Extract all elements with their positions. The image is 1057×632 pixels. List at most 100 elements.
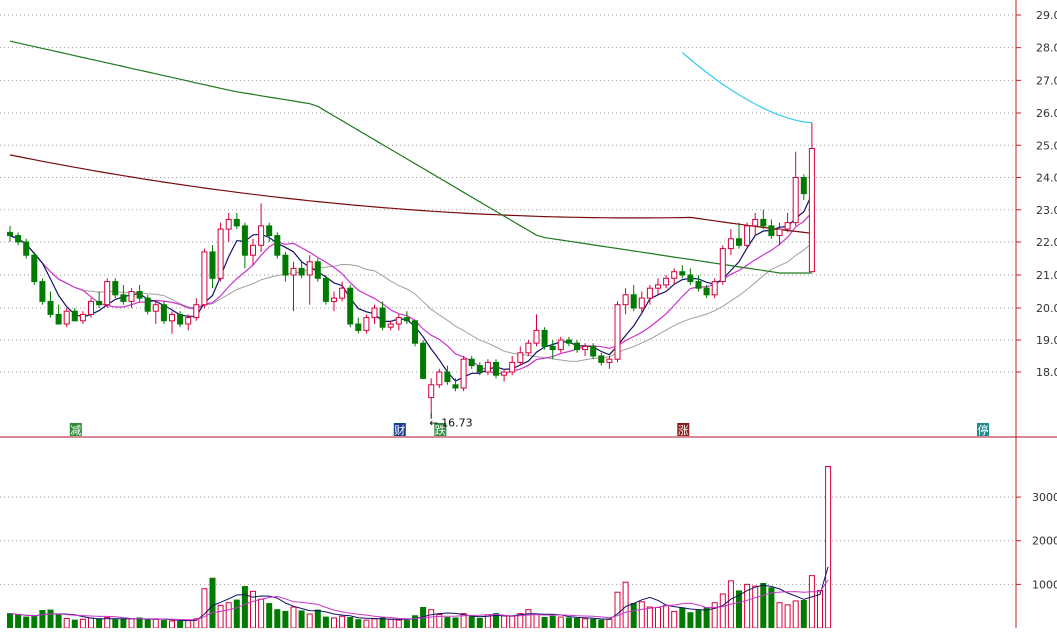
volume-bar <box>55 614 62 629</box>
candle-body <box>266 225 273 237</box>
event-tag-label: 财 <box>394 423 405 437</box>
volume-bar <box>752 585 759 629</box>
candle-body <box>23 241 30 256</box>
volume-bar <box>468 616 475 629</box>
candle-body <box>517 352 524 363</box>
candle-body <box>258 225 265 246</box>
event-tag-label: 跌 <box>435 423 446 437</box>
candle-body <box>88 300 94 315</box>
price-tick-label: 21.0 <box>1036 269 1057 282</box>
volume-bar <box>387 618 394 629</box>
candle-body <box>144 297 151 312</box>
candle-body <box>444 371 451 383</box>
volume-bar <box>760 582 767 629</box>
candle-body <box>314 261 321 279</box>
candle-body <box>201 251 208 306</box>
volume-tick-label: 3000 <box>1032 491 1057 504</box>
candle-body <box>47 300 54 315</box>
price-tick-label: 24.0 <box>1036 172 1057 185</box>
price-tick-label: 23.0 <box>1036 204 1057 217</box>
candle-body <box>452 384 459 389</box>
volume-bar <box>614 591 621 629</box>
candle-body <box>274 235 281 256</box>
volume-bar <box>622 581 629 629</box>
volume-bar <box>703 607 710 629</box>
candle-body <box>128 291 135 302</box>
candle-body <box>525 342 532 354</box>
candle-body <box>185 317 192 325</box>
candle-body <box>31 254 38 283</box>
volume-bar <box>395 619 402 629</box>
volume-bar <box>403 620 410 629</box>
candle-body <box>509 361 516 373</box>
price-tick-label: 25.0 <box>1036 139 1057 152</box>
price-tick-label: 28.0 <box>1036 42 1057 55</box>
volume-bar <box>71 619 78 629</box>
volume-bar <box>39 610 46 629</box>
candle-body <box>282 254 289 276</box>
candle-body <box>371 307 378 319</box>
event-tag-box <box>977 423 989 436</box>
candle-body <box>177 313 184 325</box>
volume-bar <box>549 615 556 629</box>
candle-body <box>606 358 613 363</box>
candle-body <box>55 313 62 325</box>
candle-body <box>493 361 499 376</box>
candle-body <box>622 294 629 306</box>
candle-body <box>379 307 386 328</box>
candle-body <box>120 294 127 302</box>
candle-body <box>776 228 783 237</box>
candle-body <box>711 281 718 296</box>
volume-bar <box>476 617 483 629</box>
candle-body <box>217 228 224 279</box>
candle-body <box>71 310 78 322</box>
candle-body <box>322 277 329 302</box>
price-axis-labels: 29.0 28.0 27.0 26.0 25.0 24.0 23.0 22.0 21.0 20.0… <box>1016 9 1057 379</box>
volume-bar <box>646 606 653 629</box>
min-price-label: 16.73 <box>441 417 473 430</box>
ma250-line <box>681 52 812 124</box>
candle-body <box>582 345 589 351</box>
volume-bar <box>201 588 208 629</box>
candle-body <box>630 294 637 309</box>
event-tag-box <box>69 423 82 436</box>
candle-body <box>428 384 435 399</box>
volume-bar <box>444 617 451 629</box>
volume-bar <box>355 619 362 629</box>
candle-body <box>533 329 540 344</box>
volume-bars <box>7 466 832 629</box>
candle-body <box>403 317 410 322</box>
candle-body <box>468 358 475 367</box>
candle-body <box>7 231 13 237</box>
volume-bar <box>225 602 232 629</box>
candle-body <box>719 248 726 283</box>
candle-body <box>96 300 103 306</box>
candle-body <box>152 304 159 312</box>
candle-body <box>63 310 70 325</box>
volume-bar <box>88 617 94 629</box>
price-tick-label: 29.0 <box>1036 9 1057 22</box>
volume-bar <box>638 601 645 629</box>
volume-bar <box>363 619 370 629</box>
event-tag-box <box>677 423 690 436</box>
candle-body <box>484 361 491 373</box>
volume-bar <box>298 610 305 629</box>
volume-bar <box>379 617 386 629</box>
volume-bar <box>15 614 22 629</box>
volume-bar <box>112 619 119 629</box>
volume-bar <box>233 599 240 629</box>
volume-bar <box>655 606 661 629</box>
volume-bar <box>784 604 791 629</box>
event-tag-box <box>393 423 406 436</box>
event-tag-label: 停 <box>978 423 989 437</box>
volume-bar <box>258 598 265 629</box>
volume-bar <box>574 617 580 629</box>
ma120-line <box>9 40 812 274</box>
volume-bar <box>452 617 459 629</box>
candle-body <box>436 371 443 386</box>
candle-body <box>598 355 605 363</box>
volume-bar <box>144 619 151 629</box>
candle-body <box>387 323 394 328</box>
